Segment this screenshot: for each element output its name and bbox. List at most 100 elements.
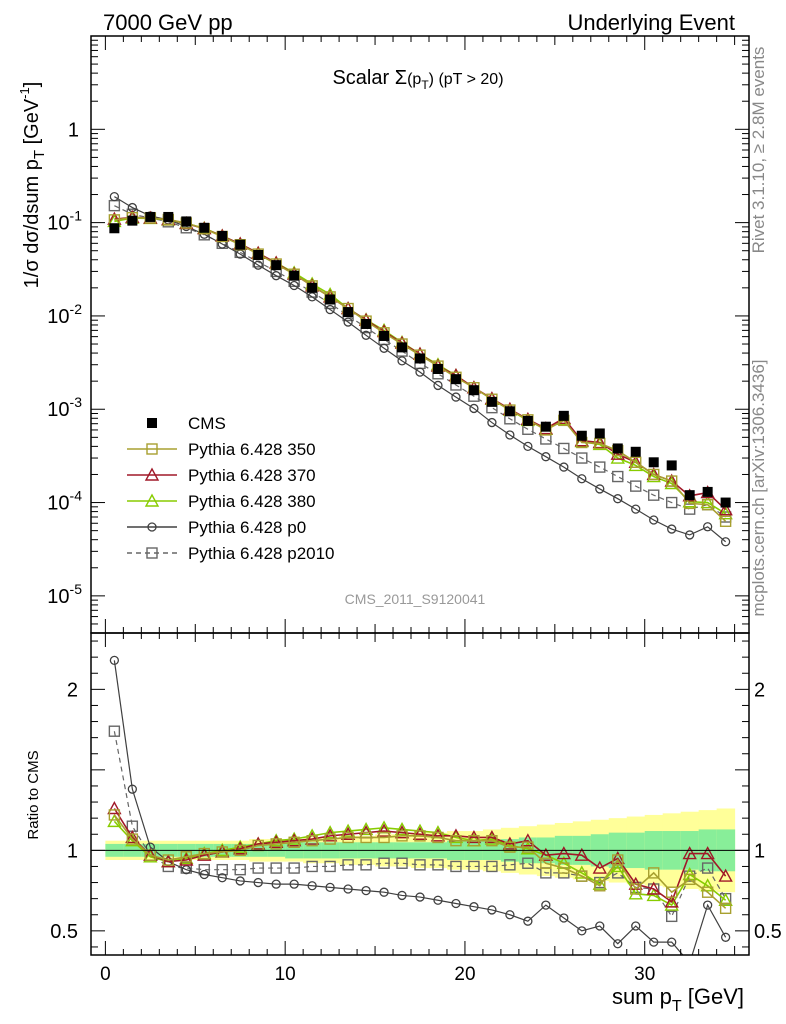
- ratio-point-p350: [683, 873, 696, 886]
- point-p0: [577, 474, 587, 484]
- point-p0: [595, 484, 605, 494]
- point-cms: [307, 282, 318, 293]
- ratio-point-p2010: [324, 860, 336, 873]
- point-p0: [649, 515, 659, 525]
- legend-label-cms: CMS: [188, 414, 226, 433]
- point-p0: [109, 191, 120, 202]
- point-p0: [325, 304, 335, 315]
- ratio-point-p380: [322, 825, 338, 839]
- legend-marker-cms: [147, 418, 157, 428]
- ratio-point-p350: [324, 833, 336, 845]
- ratio-point-p350: [630, 883, 642, 895]
- legend-marker-p380: [144, 493, 160, 507]
- ratio-point-p2010: [234, 863, 246, 876]
- ratio-point-p370: [322, 828, 338, 842]
- ratio-point-p350: [576, 870, 588, 882]
- ratio-point-p0: [703, 900, 713, 910]
- ratio-point-p370: [592, 860, 607, 874]
- ratio-point-p380: [520, 841, 536, 855]
- point-p0: [361, 330, 371, 340]
- ratio-point-p380: [574, 865, 589, 879]
- ratio-point-p350: [306, 834, 318, 847]
- ratio-point-p350: [450, 834, 462, 847]
- point-cms: [415, 353, 425, 364]
- point-p2010: [630, 480, 642, 492]
- point-p0: [253, 260, 263, 270]
- ratio-point-p350: [378, 831, 390, 844]
- ratio-point-p0: [289, 879, 299, 889]
- y-tick-label: 10-3: [47, 394, 82, 421]
- point-p350: [665, 475, 678, 487]
- point-p0: [307, 292, 317, 302]
- ratio-point-p380: [394, 821, 410, 836]
- ratio-point-p380: [448, 830, 464, 844]
- ratio-point-p370: [125, 830, 140, 844]
- point-p380: [700, 495, 715, 509]
- ratio-point-p350: [432, 831, 444, 844]
- side-rivet: Rivet 3.1.10, ≥ 2.8M events: [749, 47, 768, 254]
- x-tick-label: 10: [275, 964, 296, 985]
- ratio-point-p0: [523, 916, 533, 926]
- y-tick-label: 10-2: [47, 301, 82, 328]
- ratio-point-p0: [325, 882, 335, 893]
- ratio-point-p370: [161, 854, 176, 868]
- ratio-line-p2010: [113, 731, 727, 918]
- ratio-point-p370: [682, 846, 697, 860]
- ratio-point-p2010: [665, 910, 678, 923]
- point-cms: [181, 216, 192, 227]
- point-cms: [325, 294, 336, 305]
- point-cms: [594, 428, 605, 439]
- point-p0: [559, 462, 569, 472]
- ratio-point-p350: [270, 838, 282, 850]
- ratio-point-p350: [360, 831, 372, 844]
- point-p0: [703, 522, 713, 532]
- ratio-point-p370: [179, 852, 194, 866]
- ratio-point-p0: [307, 881, 317, 891]
- legend-marker-p0: [147, 522, 157, 532]
- point-cms: [199, 222, 210, 233]
- point-cms: [289, 270, 300, 281]
- ratio-point-p0: [397, 890, 407, 901]
- side-source: mcplots.cern.ch [arXiv:1306.3436]: [749, 359, 768, 616]
- point-cms: [450, 374, 461, 385]
- ratio-point-p0: [127, 784, 137, 794]
- ratio-point-p0: [199, 869, 209, 880]
- ratio-point-p350: [486, 834, 498, 847]
- point-p370: [610, 446, 625, 460]
- ratio-point-p350: [342, 831, 354, 844]
- ratio-point-p2010: [486, 860, 498, 873]
- x-tick-label: 30: [634, 964, 655, 985]
- point-p2010: [665, 496, 678, 509]
- ratio-point-p0: [379, 887, 389, 897]
- ratio-point-p370: [430, 828, 446, 842]
- ratio-point-p380: [646, 887, 661, 902]
- ratio-point-p370: [233, 841, 248, 855]
- ratio-point-p2010: [288, 862, 300, 874]
- point-cms: [361, 318, 372, 329]
- ratio-point-p0: [595, 921, 605, 931]
- ratio-point-p2010: [450, 860, 462, 873]
- point-p370: [718, 502, 733, 516]
- analysis-label: CMS_2011_S9120041: [345, 591, 486, 607]
- axis-ticks: [91, 35, 749, 955]
- ratio-y-tick-label-right: 1: [754, 840, 765, 862]
- ratio-point-p370: [251, 836, 266, 850]
- ratio-y-tick-label-right: 2: [754, 679, 765, 701]
- ratio-point-p2010: [216, 863, 228, 876]
- ratio-point-p370: [700, 846, 715, 860]
- ratio-y-tick-label: 2: [67, 679, 78, 701]
- ratio-point-p350: [288, 836, 300, 848]
- ratio-point-p0: [343, 884, 353, 894]
- ratio-point-p370: [394, 825, 410, 839]
- ratio-ylabel: Ratio to CMS: [25, 750, 42, 839]
- point-cms: [253, 249, 264, 260]
- point-p0: [505, 430, 515, 440]
- ratio-point-p0: [649, 937, 659, 947]
- point-cms: [145, 211, 156, 222]
- ratio-point-p370: [412, 826, 428, 840]
- legend-label-p370: Pythia 6.428 370: [188, 466, 316, 485]
- legend: CMS Pythia 6.428 350 Pythia 6.428 370 Pythi…: [127, 414, 335, 563]
- point-cms: [576, 430, 587, 441]
- plot-title: Scalar Σ(pT) (pT > 20): [332, 67, 503, 92]
